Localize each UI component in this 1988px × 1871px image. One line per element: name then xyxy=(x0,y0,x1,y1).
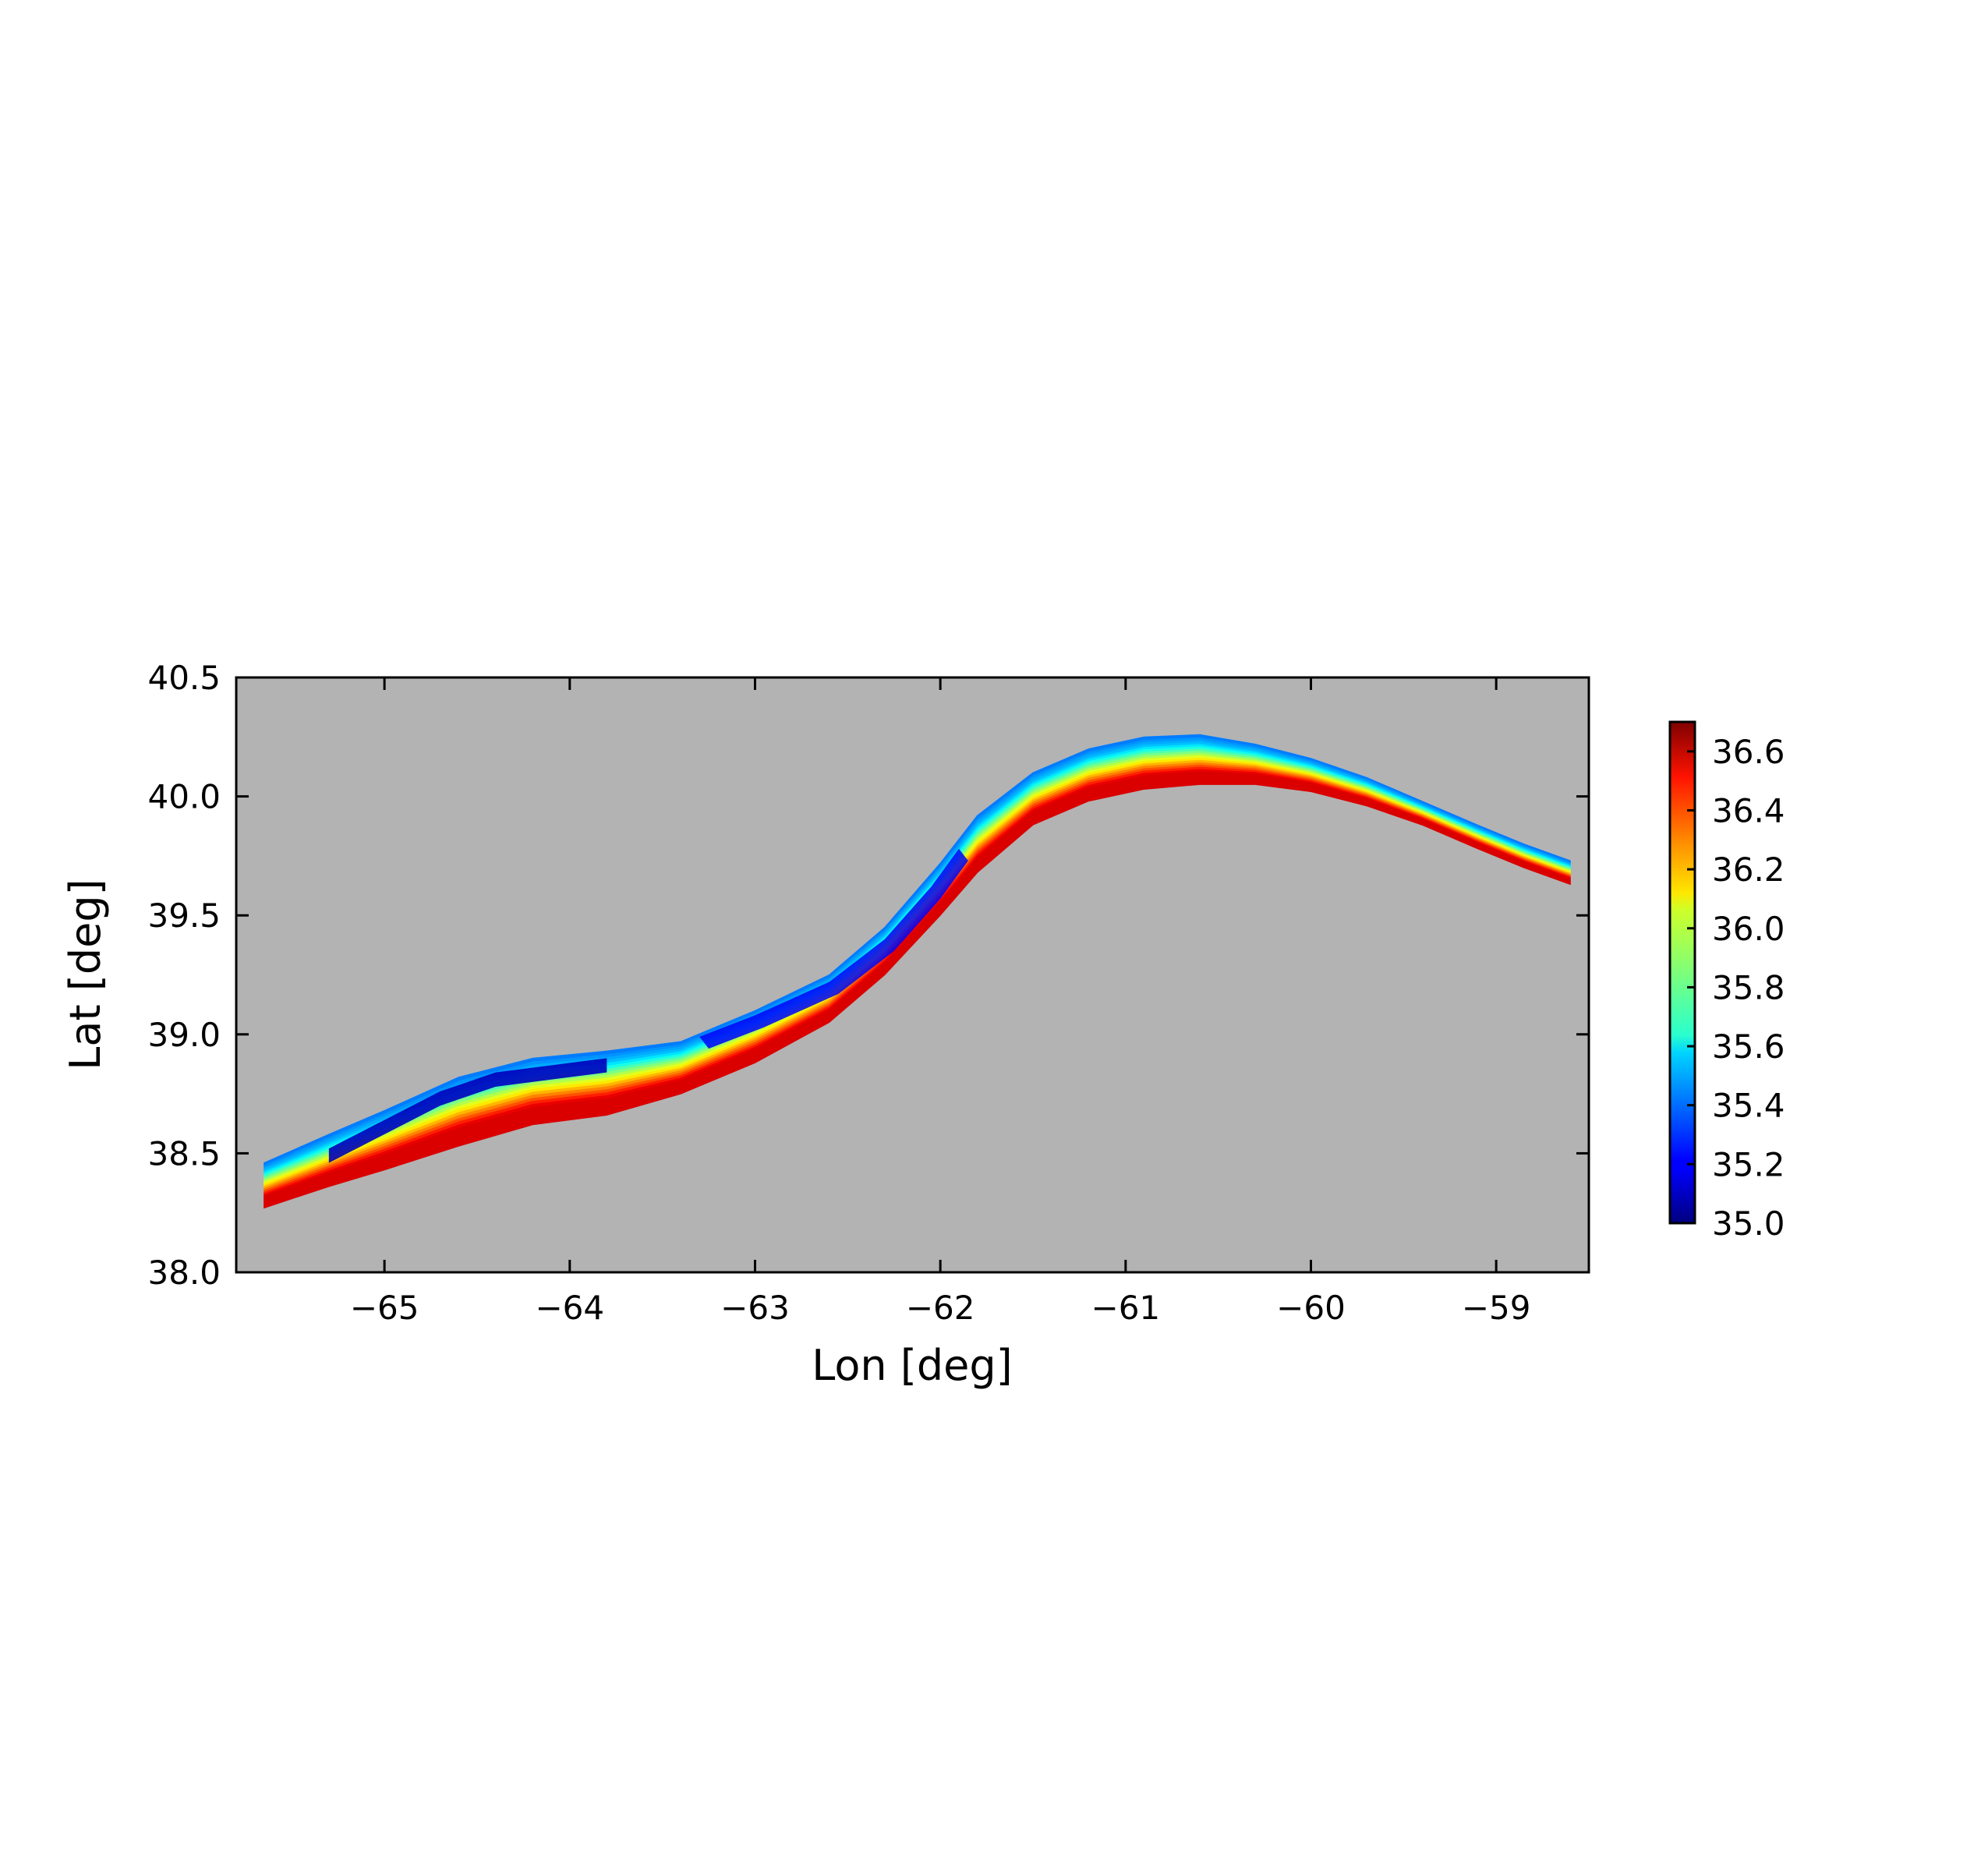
colorbar-tick-label: 36.6 xyxy=(1712,733,1785,771)
colorbar-tick-label: 36.4 xyxy=(1712,791,1785,829)
y-tick-label: 39.0 xyxy=(147,1016,221,1054)
colorbar: 35.0 35.2 35.4 35.6 35.8 36.0 36.2 36.4 36.6 xyxy=(1668,720,1785,1243)
colorbar-tick-label: 35.6 xyxy=(1712,1027,1785,1066)
x-axis: −65 −64 −63 −62 −61 −60 −59 xyxy=(350,677,1531,1327)
x-tick-label: −65 xyxy=(350,1289,419,1327)
y-tick-label: 38.5 xyxy=(147,1134,221,1172)
salinity-front xyxy=(264,734,1571,1209)
front-band xyxy=(264,734,1571,1166)
y-tick-label: 40.0 xyxy=(147,778,221,816)
colorbar-tick-label: 35.8 xyxy=(1712,968,1785,1006)
colorbar-gradient xyxy=(1668,720,1696,1225)
plot-background xyxy=(236,677,1589,1272)
colorbar-tick-label: 36.2 xyxy=(1712,851,1785,889)
y-axis: 38.0 38.5 39.0 39.5 40.0 40.5 xyxy=(147,659,1589,1292)
colorbar-tick-label: 35.4 xyxy=(1712,1087,1785,1125)
y-tick-label: 40.5 xyxy=(147,659,221,697)
x-tick-label: −64 xyxy=(535,1289,604,1327)
front-core-central xyxy=(699,848,968,1049)
y-tick-label: 38.0 xyxy=(147,1254,221,1292)
colorbar-tick-label: 35.2 xyxy=(1712,1145,1785,1183)
x-tick-label: −60 xyxy=(1276,1289,1346,1327)
colorbar-tick-label: 35.0 xyxy=(1712,1204,1785,1243)
x-tick-label: −63 xyxy=(720,1289,790,1327)
x-axis-title: Lon [deg] xyxy=(812,1341,1012,1390)
colorbar-tick-label: 36.0 xyxy=(1712,910,1785,948)
front-core-west xyxy=(328,1058,607,1163)
x-tick-label: −61 xyxy=(1091,1289,1161,1327)
colorbar-ticks: 35.0 35.2 35.4 35.6 35.8 36.0 36.2 36.4 36.6 xyxy=(1687,733,1785,1243)
y-tick-label: 39.5 xyxy=(147,897,221,935)
x-tick-label: −59 xyxy=(1462,1289,1531,1327)
x-tick-label: −62 xyxy=(906,1289,975,1327)
y-axis-title: Lat [deg] xyxy=(61,879,110,1070)
plot-frame xyxy=(235,676,1590,1274)
